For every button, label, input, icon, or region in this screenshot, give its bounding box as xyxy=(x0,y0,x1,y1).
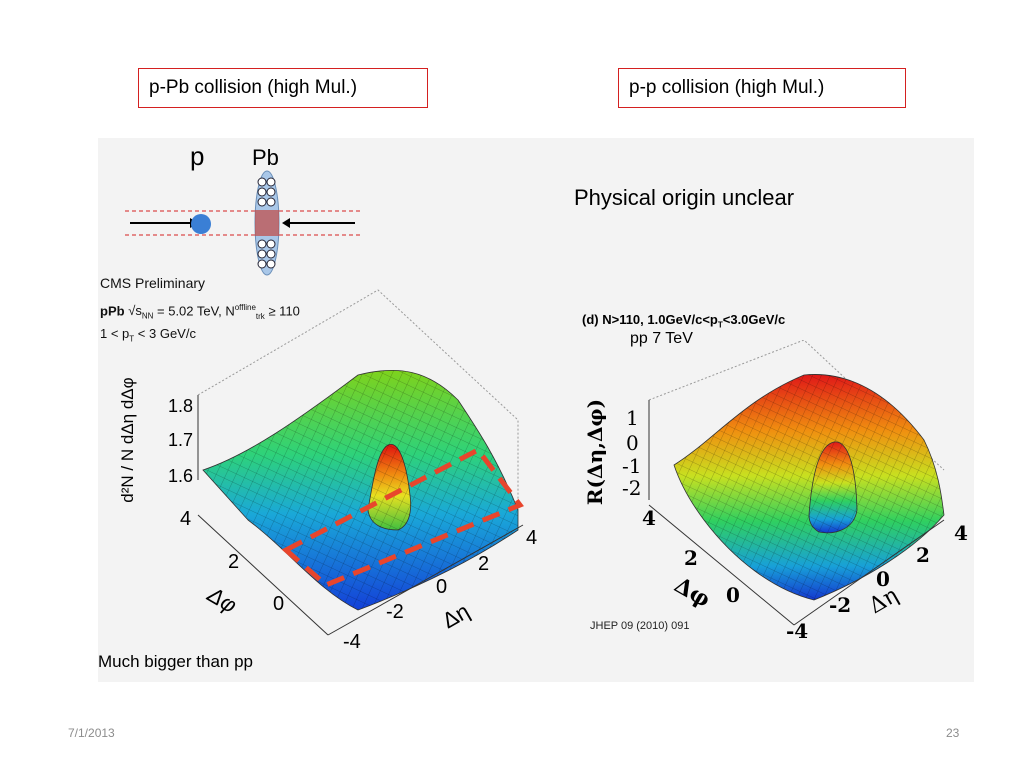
right-z-tick-1: 1 xyxy=(626,406,639,430)
right-header-text: (d) N>110, 1.0GeV/c<p xyxy=(582,312,718,327)
left-title-box: p-Pb collision (high Mul.) xyxy=(138,68,428,108)
cms-energy-line: pPb √sNN = 5.02 TeV, Nofflinetrk ≥ 110 xyxy=(100,303,300,321)
cms-ntrk-sup: offline xyxy=(234,303,256,312)
cms-system: pPb xyxy=(100,303,125,319)
slide-date: 7/1/2013 xyxy=(68,726,115,740)
right-surface-plot: 1 0 -1 -2 4 2 0 Δφ 4 2 0 -2 -4 Δη xyxy=(622,340,968,643)
left-eta-label: Δη xyxy=(438,598,474,633)
right-phi-tick-2: 2 xyxy=(684,546,698,570)
cms-energy: = 5.02 TeV, N xyxy=(157,303,235,319)
right-z-tick-m2: -2 xyxy=(622,476,641,500)
cms-header: CMS Preliminary xyxy=(100,275,206,291)
left-note: Much bigger than pp xyxy=(98,652,253,671)
right-phi-tick-4: 4 xyxy=(642,506,656,530)
right-header-sub: T xyxy=(717,320,723,330)
ridge-highlight-box xyxy=(281,446,524,588)
left-surface-plot: 1.8 1.7 1.6 4 2 0 Δφ 4 2 0 -2 -4 Δη xyxy=(168,289,537,653)
right-eta-tick-4: 4 xyxy=(954,521,968,545)
right-title-box: p-p collision (high Mul.) xyxy=(618,68,906,108)
left-eta-tick-0: 0 xyxy=(436,576,447,598)
right-note: Physical origin unclear xyxy=(574,185,795,210)
left-z-label: d²N / N dΔη dΔφ xyxy=(118,377,137,503)
slide-number: 23 xyxy=(946,726,960,740)
right-title: p-p collision (high Mul.) xyxy=(629,77,825,98)
right-z-tick-0: 0 xyxy=(626,431,639,455)
left-z-tick-1: 1.8 xyxy=(168,396,193,416)
left-phi-tick-0: 0 xyxy=(273,593,284,615)
left-phi-label: Δφ xyxy=(202,581,241,618)
right-reference: JHEP 09 (2010) 091 xyxy=(590,620,690,632)
cms-pt-text: 1 < p xyxy=(100,326,130,341)
left-eta-tick-2: 2 xyxy=(478,553,489,575)
right-eta-tick-m2: -2 xyxy=(829,593,851,617)
left-title: p-Pb collision (high Mul.) xyxy=(149,77,358,98)
right-phi-label: Δφ xyxy=(670,572,715,613)
left-eta-tick-4: 4 xyxy=(526,527,537,549)
right-plot-header: (d) N>110, 1.0GeV/c<pT<3.0GeV/c xyxy=(582,312,785,330)
left-eta-tick-m2: -2 xyxy=(386,601,404,623)
left-z-tick-2: 1.7 xyxy=(168,430,193,450)
proton-ball xyxy=(191,214,211,234)
collision-diagram: p Pb xyxy=(125,141,360,276)
cms-ntrk-cut: ≥ 110 xyxy=(268,303,300,319)
right-eta-tick-0: 0 xyxy=(876,567,890,591)
lead-label: Pb xyxy=(252,145,279,170)
cms-pt-line: 1 < pT < 3 GeV/c xyxy=(100,326,196,344)
right-z-tick-m1: -1 xyxy=(622,454,641,478)
right-phi-tick-0: 0 xyxy=(726,583,740,607)
left-phi-tick-4: 4 xyxy=(180,508,191,530)
left-phi-tick-2: 2 xyxy=(228,551,239,573)
cms-pt-sub: T xyxy=(129,334,135,344)
cms-ntrk-sub: trk xyxy=(255,311,265,321)
right-z-label: R(Δη,Δφ) xyxy=(583,398,607,506)
proton-label: p xyxy=(190,141,204,171)
right-eta-tick-2: 2 xyxy=(916,543,930,567)
left-eta-tick-m4: -4 xyxy=(343,631,361,653)
right-header-rest: <3.0GeV/c xyxy=(722,312,786,327)
right-eta-tick-m4: -4 xyxy=(786,619,808,643)
right-energy: pp 7 TeV xyxy=(630,330,693,347)
left-z-tick-3: 1.6 xyxy=(168,466,193,486)
overlap-region xyxy=(255,210,279,236)
right-eta-label: Δη xyxy=(865,583,903,619)
cms-pt-rest: < 3 GeV/c xyxy=(137,326,196,341)
